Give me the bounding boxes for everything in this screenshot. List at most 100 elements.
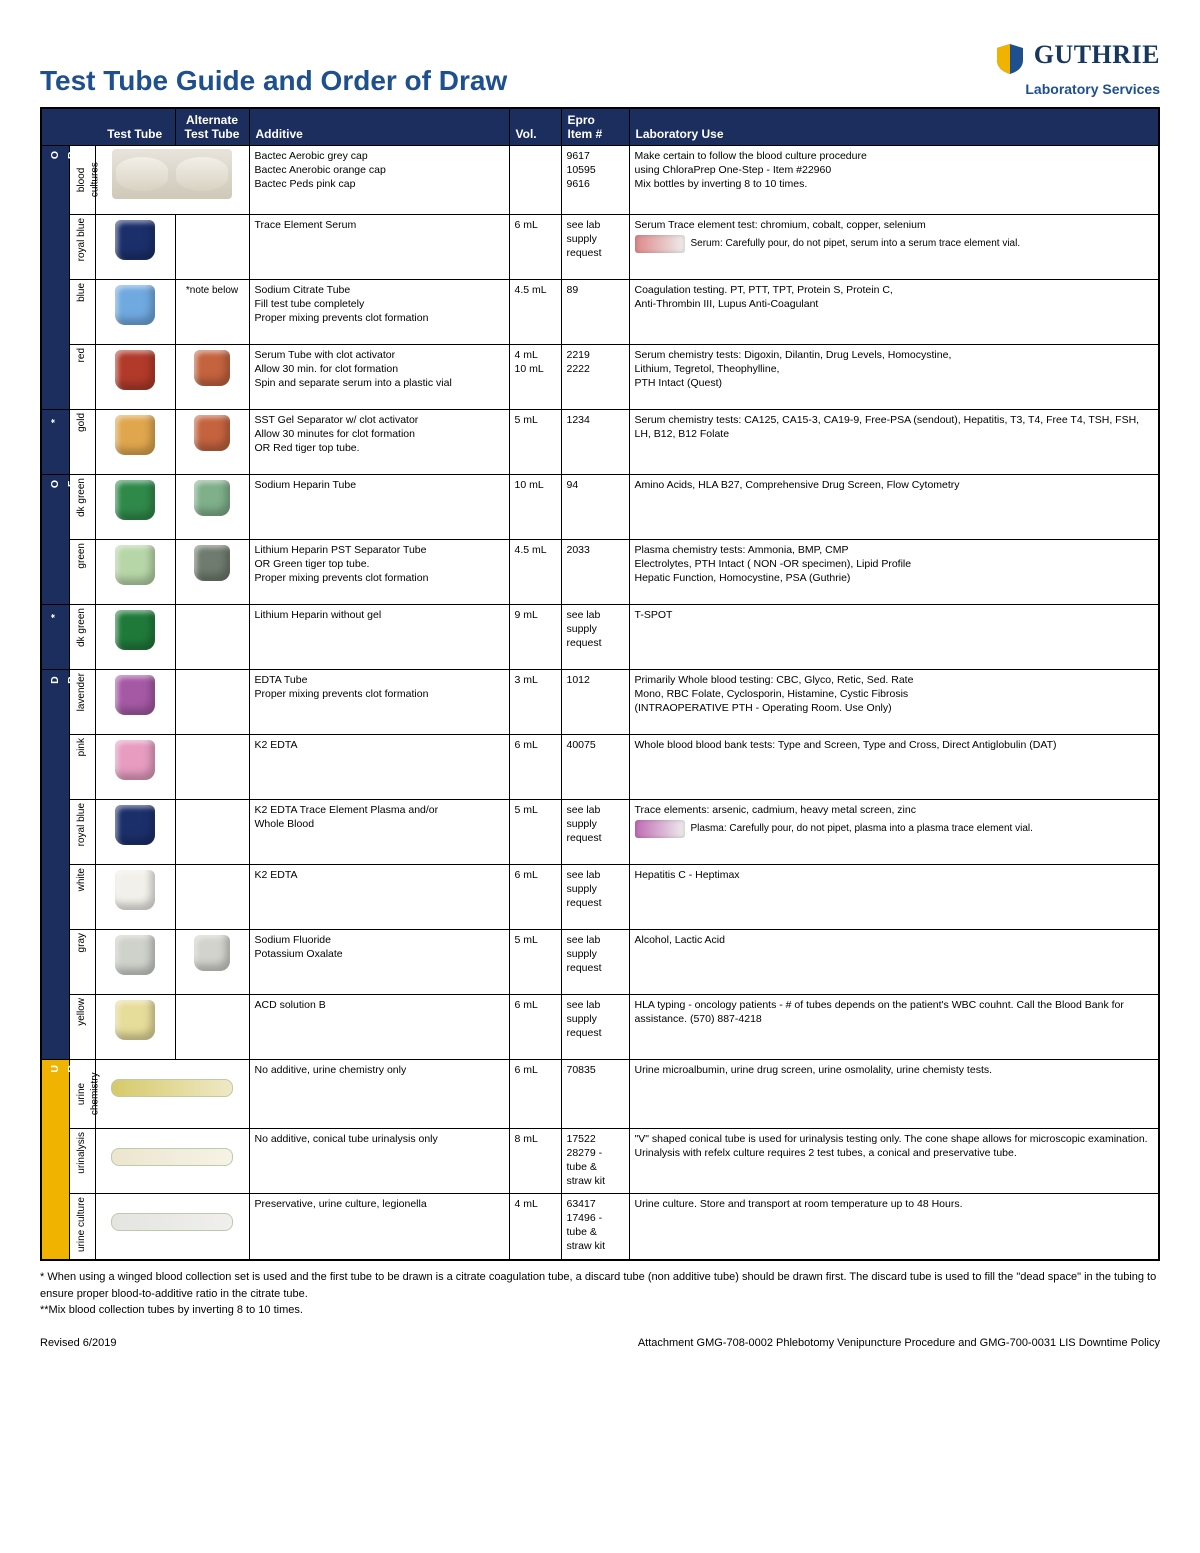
side-label-of: OF: [41, 474, 69, 604]
tube-color-label: gray: [69, 929, 95, 994]
volume-cell: 4.5 mL: [509, 539, 561, 604]
lab-use-cell: Whole blood blood bank tests: Type and S…: [629, 734, 1159, 799]
additive-cell: Sodium Heparin Tube: [249, 474, 509, 539]
table-row: greenLithium Heparin PST Separator TubeO…: [41, 539, 1159, 604]
alt-tube-swatch: [175, 994, 249, 1059]
additive-cell: Preservative, urine culture, legionella: [249, 1193, 509, 1260]
lab-use-cell: T-SPOT: [629, 604, 1159, 669]
tube-color-label: gold: [69, 409, 95, 474]
item-cell: 70835: [561, 1059, 629, 1128]
tube-swatch: [95, 864, 175, 929]
lab-use-cell: Make certain to follow the blood culture…: [629, 145, 1159, 214]
item-cell: 6341717496 - tube & straw kit: [561, 1193, 629, 1260]
col-lab: Laboratory Use: [629, 108, 1159, 146]
lab-use-cell: Urine microalbumin, urine drug screen, u…: [629, 1059, 1159, 1128]
item-cell: see lab supply request: [561, 799, 629, 864]
volume-cell: 4 mL: [509, 1193, 561, 1260]
side-label-order: ORDER: [41, 145, 69, 409]
tube-swatch: [95, 409, 175, 474]
alt-tube-swatch: [175, 539, 249, 604]
volume-cell: [509, 145, 561, 214]
tube-color-label: royal blue: [69, 214, 95, 279]
additive-cell: K2 EDTA: [249, 734, 509, 799]
table-row: *goldSST Gel Separator w/ clot activator…: [41, 409, 1159, 474]
tube-swatch: [95, 344, 175, 409]
table-row: OFdk greenSodium Heparin Tube10 mL94Amin…: [41, 474, 1159, 539]
alt-tube-swatch: [175, 864, 249, 929]
volume-cell: 6 mL: [509, 214, 561, 279]
tube-swatch: [95, 539, 175, 604]
volume-cell: 6 mL: [509, 864, 561, 929]
tube-color-label: yellow: [69, 994, 95, 1059]
lab-use-cell: Trace elements: arsenic, cadmium, heavy …: [629, 799, 1159, 864]
item-cell: see lab supply request: [561, 994, 629, 1059]
lab-use-cell: Hepatitis C - Heptimax: [629, 864, 1159, 929]
additive-cell: ACD solution B: [249, 994, 509, 1059]
volume-cell: 10 mL: [509, 474, 561, 539]
table-row: urinalysis No additive, conical tube urin…: [41, 1128, 1159, 1193]
volume-cell: 3 mL: [509, 669, 561, 734]
item-cell: 40075: [561, 734, 629, 799]
volume-cell: 6 mL: [509, 1059, 561, 1128]
volume-cell: 8 mL: [509, 1128, 561, 1193]
tube-color-label: red: [69, 344, 95, 409]
page-title: Test Tube Guide and Order of Draw: [40, 65, 507, 97]
lab-use-cell: HLA typing - oncology patients - # of tu…: [629, 994, 1159, 1059]
revised-date: Revised 6/2019: [40, 1337, 116, 1349]
additive-cell: SST Gel Separator w/ clot activatorAllow…: [249, 409, 509, 474]
volume-cell: 5 mL: [509, 409, 561, 474]
item-cell: see lab supply request: [561, 604, 629, 669]
side-label-urine: URINE: [41, 1059, 69, 1260]
tube-swatch: [95, 279, 175, 344]
alt-tube-swatch: [175, 799, 249, 864]
item-cell: 1012: [561, 669, 629, 734]
col-alt-tube: Alternate Test Tube: [175, 108, 249, 146]
item-cell: 1752228279 - tube & straw kit: [561, 1128, 629, 1193]
lab-use-cell: Primarily Whole blood testing: CBC, Glyc…: [629, 669, 1159, 734]
table-row: pinkK2 EDTA6 mL40075Whole blood blood ba…: [41, 734, 1159, 799]
table-row: DRAWlavenderEDTA TubeProper mixing preve…: [41, 669, 1159, 734]
additive-cell: No additive, urine chemistry only: [249, 1059, 509, 1128]
tube-swatch: [95, 994, 175, 1059]
footnote-1: * When using a winged blood collection s…: [40, 1269, 1160, 1302]
item-cell: see lab supply request: [561, 929, 629, 994]
tube-swatch: [95, 734, 175, 799]
alt-tube-swatch: [175, 604, 249, 669]
table-row: whiteK2 EDTA6 mLsee lab supply requestHe…: [41, 864, 1159, 929]
volume-cell: 5 mL: [509, 799, 561, 864]
volume-cell: 4.5 mL: [509, 279, 561, 344]
tube-swatch: [95, 604, 175, 669]
table-row: red Serum Tube with clot activatorAllow 3…: [41, 344, 1159, 409]
additive-cell: Trace Element Serum: [249, 214, 509, 279]
lab-use-cell: Alcohol, Lactic Acid: [629, 929, 1159, 994]
table-row: royal blue Trace Element Serum6 mLsee lab…: [41, 214, 1159, 279]
tube-swatch: [95, 929, 175, 994]
item-cell: 2033: [561, 539, 629, 604]
additive-cell: Serum Tube with clot activatorAllow 30 m…: [249, 344, 509, 409]
volume-cell: 6 mL: [509, 734, 561, 799]
tube-swatch: [95, 214, 175, 279]
tube-guide-table: Test Tube Alternate Test Tube Additive V…: [40, 107, 1160, 1262]
additive-cell: No additive, conical tube urinalysis onl…: [249, 1128, 509, 1193]
item-cell: 22192222: [561, 344, 629, 409]
item-cell: see lab supply request: [561, 214, 629, 279]
tube-color-label: blue: [69, 279, 95, 344]
additive-cell: Sodium FluoridePotassium Oxalate: [249, 929, 509, 994]
table-row: gray Sodium FluoridePotassium Oxalate5 mL…: [41, 929, 1159, 994]
additive-cell: K2 EDTA: [249, 864, 509, 929]
brand-name: GUTHRIE: [1034, 40, 1160, 69]
tube-color-label: urinalysis: [69, 1128, 95, 1193]
alt-tube-swatch: [175, 474, 249, 539]
alt-tube-swatch: [175, 409, 249, 474]
lab-use-cell: Serum Trace element test: chromium, coba…: [629, 214, 1159, 279]
side-label-draw: DRAW: [41, 669, 69, 1059]
item-cell: 9617105959616: [561, 145, 629, 214]
additive-cell: EDTA TubeProper mixing prevents clot for…: [249, 669, 509, 734]
volume-cell: 5 mL: [509, 929, 561, 994]
footnote-2: **Mix blood collection tubes by invertin…: [40, 1302, 1160, 1319]
lab-use-cell: Serum chemistry tests: Digoxin, Dilantin…: [629, 344, 1159, 409]
lab-use-cell: Urine culture. Store and transport at ro…: [629, 1193, 1159, 1260]
table-row: blue*note belowSodium Citrate TubeFill t…: [41, 279, 1159, 344]
tube-swatch: [95, 1193, 249, 1260]
additive-cell: K2 EDTA Trace Element Plasma and/orWhole…: [249, 799, 509, 864]
